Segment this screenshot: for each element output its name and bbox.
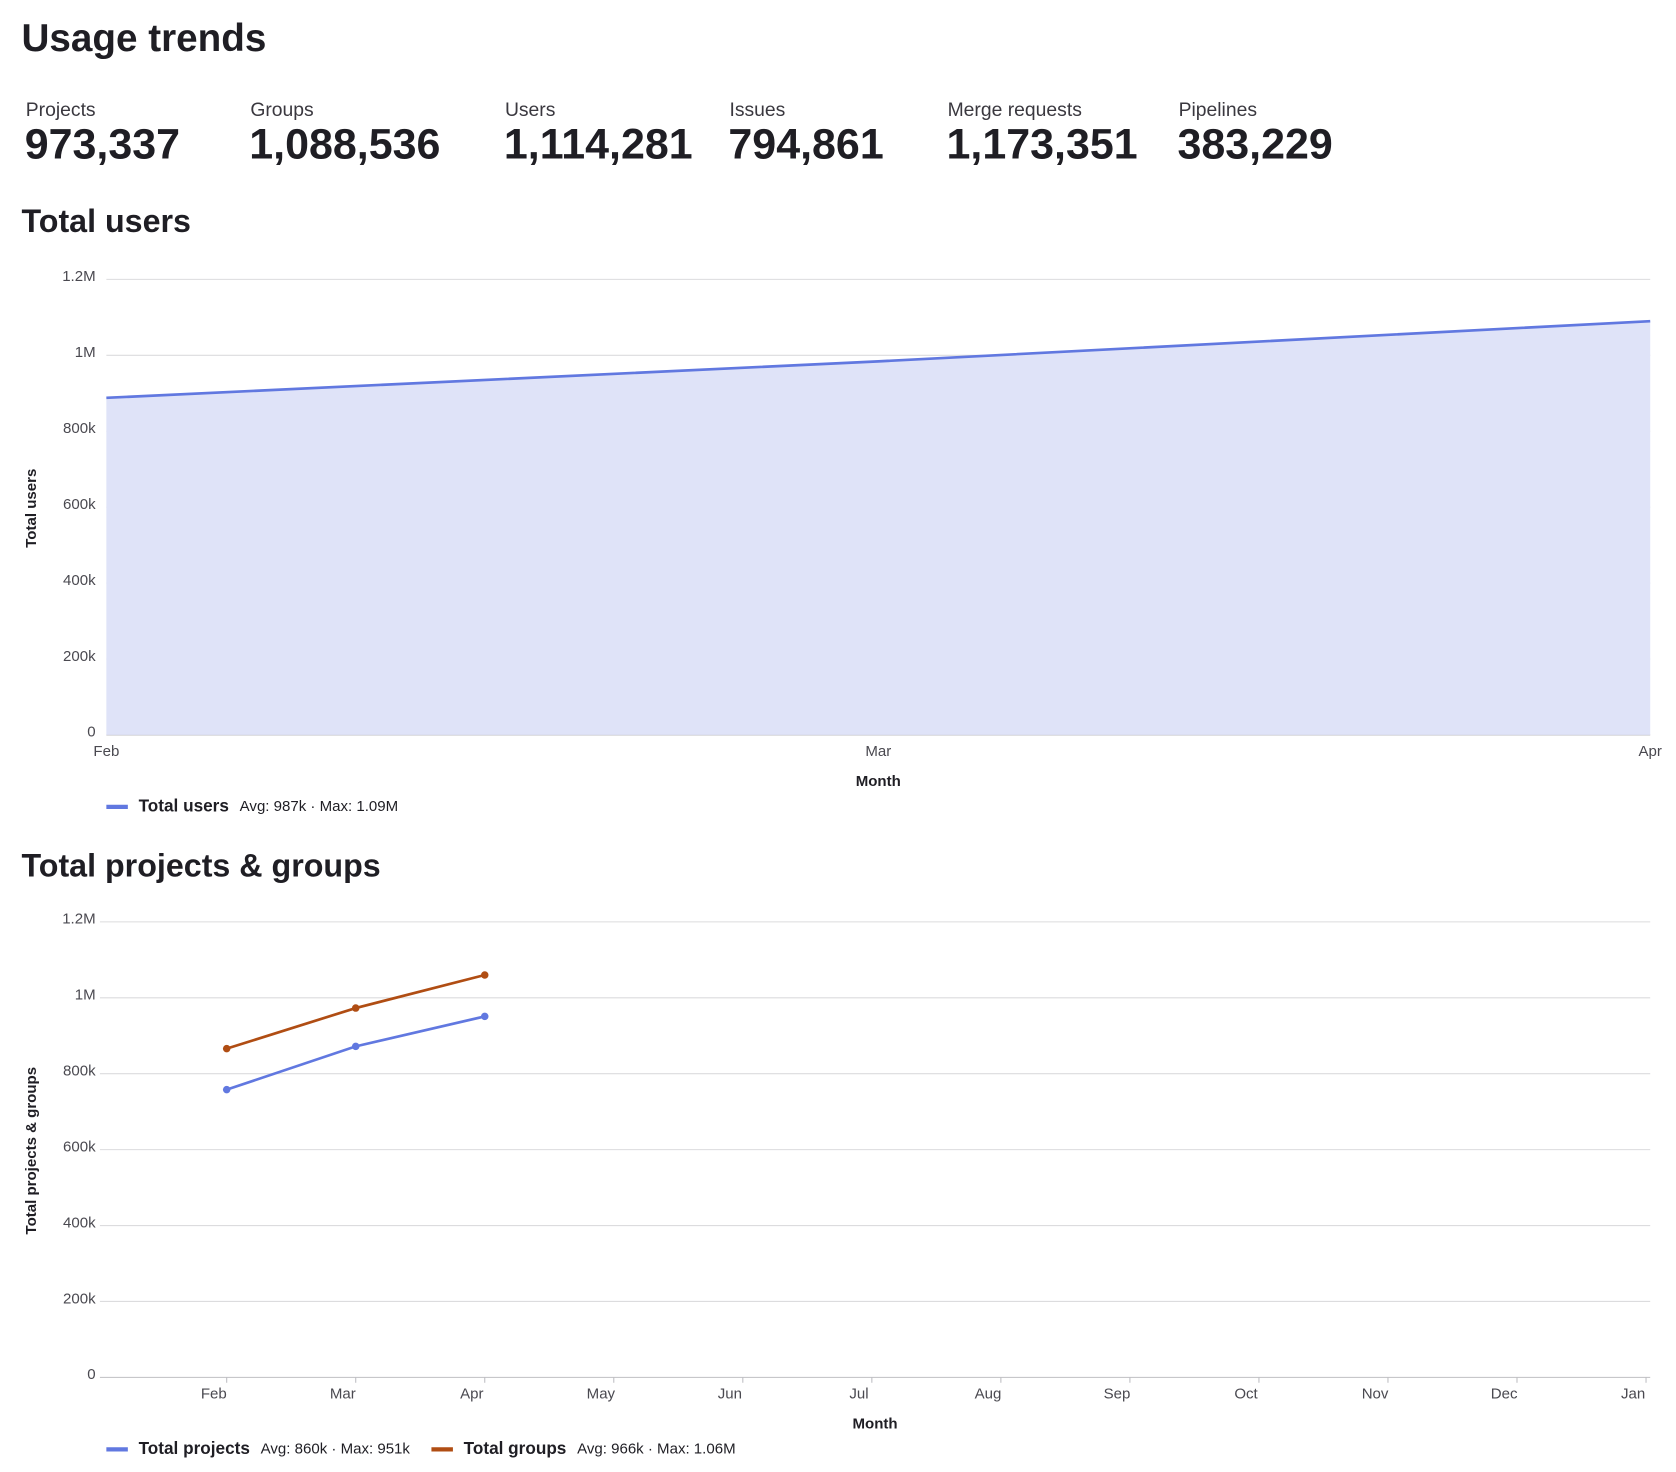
x-tick-label: Mar (865, 743, 891, 760)
x-tick-label: Jan (1621, 1386, 1645, 1403)
legend-summary: Avg: 987k · Max: 1.09M (240, 798, 398, 815)
y-tick-label: 1.2M (62, 911, 95, 928)
y-tick-label: 0 (87, 724, 95, 741)
stat-value: 973,337 (25, 121, 180, 169)
legend-summary: Avg: 966k · Max: 1.06M (577, 1440, 735, 1457)
x-tick-label: Jul (849, 1386, 868, 1403)
y-tick-label: 800k (63, 1063, 96, 1080)
x-tick-label: Apr (460, 1386, 483, 1403)
y-tick-label: 1M (75, 987, 96, 1004)
x-tick-label: Feb (93, 743, 119, 760)
x-tick-label: Aug (975, 1386, 1002, 1403)
y-tick-label: 0 (87, 1366, 95, 1383)
stat-label: Pipelines (1179, 100, 1257, 121)
y-tick-label: 1.2M (62, 268, 95, 285)
x-tick-label: Mar (330, 1386, 356, 1403)
legend-name: Total projects (139, 1438, 250, 1458)
page-title: Usage trends (21, 17, 266, 60)
stat-label: Merge requests (948, 100, 1082, 121)
chart-title: Total users (21, 203, 191, 239)
y-axis-title: Total users (23, 469, 40, 548)
x-axis-title: Month (856, 773, 901, 790)
x-tick-label: Jun (718, 1386, 742, 1403)
x-tick-label: Feb (201, 1386, 227, 1403)
x-tick-label: Apr (1639, 743, 1662, 760)
chart-title: Total projects & groups (21, 848, 380, 884)
stat-label: Issues (729, 100, 785, 121)
legend-name: Total groups (464, 1438, 567, 1458)
legend-name: Total users (139, 795, 229, 815)
stat-value: 383,229 (1177, 121, 1332, 169)
y-tick-label: 600k (63, 1138, 96, 1155)
y-axis-title: Total projects & groups (23, 1067, 40, 1235)
x-tick-label: Sep (1104, 1386, 1131, 1403)
x-tick-label: Oct (1234, 1386, 1258, 1403)
line (226, 973, 486, 1050)
x-tick-label: Dec (1491, 1386, 1518, 1403)
point (351, 1042, 360, 1051)
point (222, 1085, 231, 1094)
stat-label: Groups (250, 100, 313, 121)
y-tick-label: 400k (63, 572, 96, 589)
y-tick-label: 600k (63, 496, 96, 513)
stat-value: 1,088,536 (249, 121, 440, 169)
y-tick-label: 1M (75, 344, 96, 361)
stat-value: 794,861 (728, 121, 883, 169)
x-tick-label: May (587, 1386, 616, 1403)
x-tick-label: Nov (1362, 1386, 1389, 1403)
legend-summary: Avg: 860k · Max: 951k (261, 1440, 411, 1457)
area (106, 321, 1651, 735)
point (351, 1004, 360, 1012)
point (480, 971, 489, 979)
line (106, 319, 1651, 400)
y-tick-label: 400k (63, 1214, 96, 1231)
y-tick-label: 200k (63, 1290, 96, 1307)
y-tick-label: 800k (63, 420, 96, 437)
stat-label: Users (505, 100, 555, 121)
stat-value: 1,114,281 (504, 121, 693, 169)
point (480, 1012, 489, 1021)
point (222, 1044, 231, 1053)
y-tick-label: 200k (63, 648, 96, 665)
x-axis-title: Month (853, 1416, 898, 1433)
stat-label: Projects (26, 100, 96, 121)
line (226, 1015, 486, 1091)
stat-value: 1,173,351 (947, 121, 1138, 169)
